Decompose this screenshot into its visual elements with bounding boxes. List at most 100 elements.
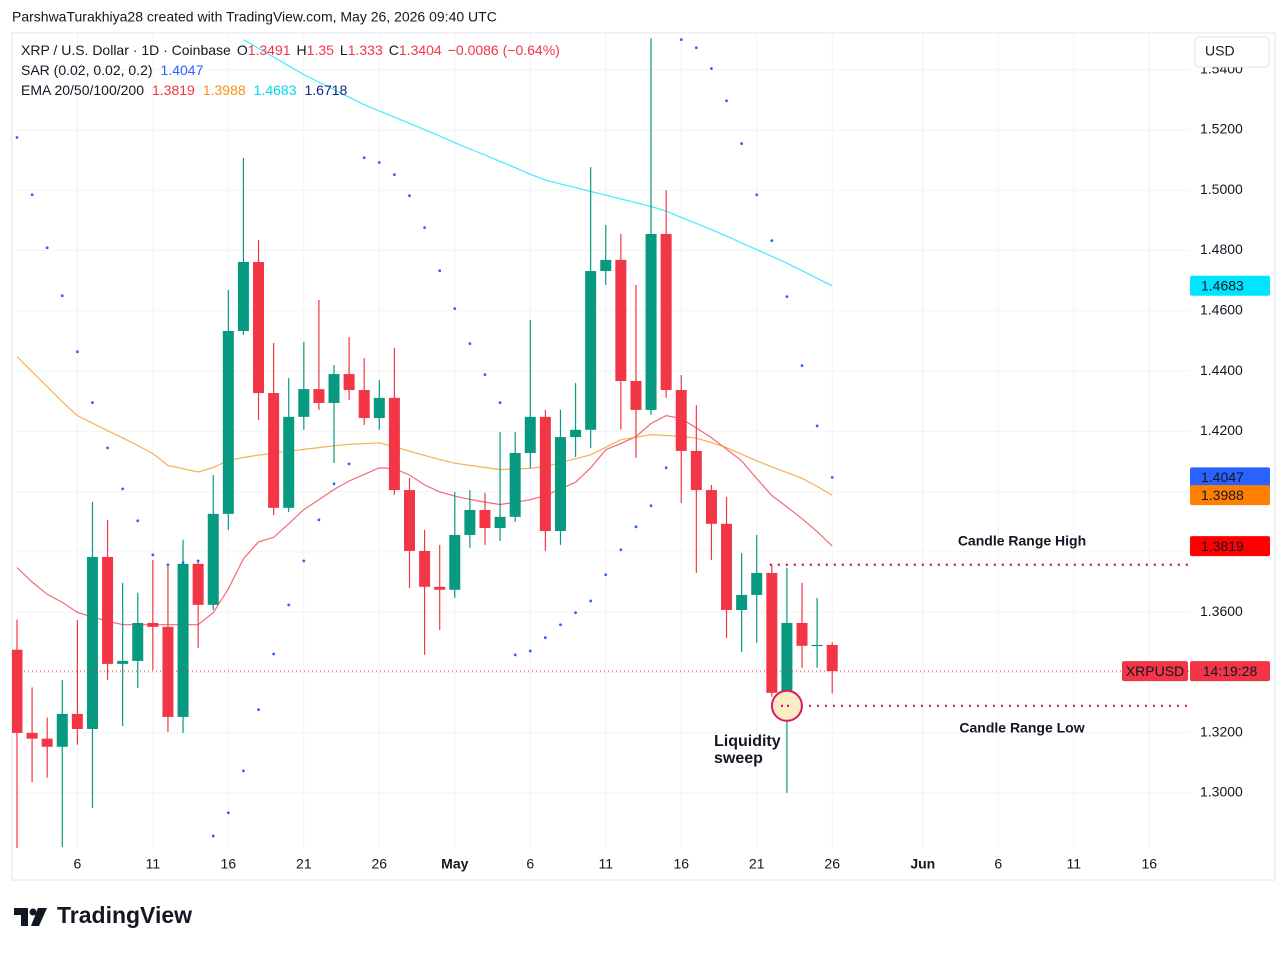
candle-body [403, 490, 415, 551]
sweep-label: sweep [714, 750, 763, 767]
x-tick-label: 6 [526, 856, 534, 872]
sar-dot [317, 518, 321, 522]
x-tick-label: 21 [296, 856, 312, 872]
sar-dot [332, 482, 336, 486]
sar-dot [528, 649, 532, 653]
x-tick-label: 26 [824, 856, 840, 872]
y-tick-label: 1.3600 [1200, 603, 1243, 619]
sar-dot [438, 269, 442, 273]
candle-body [570, 429, 582, 438]
candle-body [826, 644, 838, 672]
sar-dot [106, 446, 109, 450]
currency[interactable]: USD [1205, 43, 1235, 59]
countdown-tag [1190, 661, 1270, 682]
sweep-label: Liquidity [714, 733, 781, 750]
candle-body [630, 380, 642, 410]
candle-body [751, 572, 763, 595]
sar-dot [725, 99, 728, 103]
sar-dot [242, 769, 245, 773]
sar-dot [543, 636, 547, 640]
candle-body [585, 271, 597, 430]
sar-label: SAR (0.02, 0.02, 0.2) [21, 62, 153, 78]
frame [11, 32, 1276, 881]
title: XRP / U.S. Dollar · 1D · Coinbase [21, 42, 231, 58]
y-tick-label: 1.5000 [1200, 181, 1243, 197]
ohlc-value: 1.35 [307, 42, 334, 58]
candle-body [811, 644, 823, 647]
sar-dot [770, 239, 774, 242]
sar-dot [196, 559, 200, 563]
countdown-label: 14:19:28 [1203, 663, 1258, 679]
sar-dot [166, 563, 170, 567]
x-tick-label: 6 [994, 856, 1002, 872]
y-tick-label: 1.4400 [1200, 362, 1243, 378]
sar-dot [483, 373, 487, 377]
sar-dot [60, 294, 64, 298]
candle-body [464, 509, 476, 535]
sar-dot [75, 350, 79, 354]
candle-body [721, 523, 733, 610]
candle-body [539, 416, 551, 532]
candle-body [132, 622, 144, 661]
sar-dot [619, 548, 623, 552]
brand-logo [14, 908, 47, 926]
price-tag [1190, 485, 1270, 506]
price-tag-label: 1.3819 [1201, 538, 1244, 554]
sar-dot [287, 603, 291, 607]
sar-dot [815, 424, 819, 428]
x-tick-label: 6 [73, 856, 81, 872]
ohlc-value: 1.3491 [248, 42, 291, 58]
candle-body [690, 450, 702, 491]
candle-body [26, 732, 38, 739]
x-tick-label: 26 [372, 856, 388, 872]
sar-dot [589, 599, 593, 603]
sar-dot [136, 519, 140, 523]
price-tag [1190, 467, 1270, 488]
ohlc-letter: C [389, 42, 399, 58]
sar-dot [151, 553, 155, 557]
sar-dot [362, 156, 366, 160]
sar-dot [513, 653, 517, 657]
candle-body [675, 390, 687, 451]
price-tag [1190, 536, 1270, 557]
ema-value: 1.4683 [254, 82, 297, 98]
sar-dot [408, 194, 411, 198]
symbol-tag-label: XRPUSD [1126, 663, 1184, 679]
candle-body [419, 550, 431, 587]
candle-body [328, 374, 340, 403]
sar-dot [272, 652, 276, 656]
price-tag-label: 1.3988 [1201, 487, 1244, 503]
ema-line: EMA 20/50/100/200 1.3819 1.3988 1.4683 1.671… [21, 82, 348, 98]
sar-dot [15, 136, 19, 139]
candle-body [207, 513, 219, 605]
sar-dot [181, 561, 185, 565]
candle-body [554, 437, 566, 532]
ohlc-letter: L [340, 42, 348, 58]
y-tick-label: 1.3200 [1200, 723, 1243, 739]
range-label: Candle Range Low [959, 719, 1084, 735]
x-tick-label: 16 [1141, 856, 1157, 872]
candle-body [449, 534, 461, 590]
sar-dot [755, 193, 759, 197]
y-tick-label: 1.4800 [1200, 241, 1243, 257]
title-line: XRP / U.S. Dollar · 1D · Coinbase O1.3491… [21, 42, 560, 58]
candle-body [192, 563, 204, 605]
ema-value: 1.6718 [304, 82, 347, 98]
candle-body [660, 233, 672, 391]
ohlc-letter: O [237, 42, 248, 58]
candle-body [373, 397, 385, 419]
sar-dot [694, 46, 698, 50]
ohlc-value: 1.333 [348, 42, 383, 58]
sar-dot [211, 834, 215, 838]
ema-value: 1.3988 [203, 82, 246, 98]
x-tick-label: May [441, 856, 468, 872]
ema-value: 1.3819 [152, 82, 195, 98]
x-tick-label: 16 [221, 856, 237, 872]
sar-line: SAR (0.02, 0.02, 0.2) 1.4047 [21, 62, 204, 78]
currency-box[interactable] [1194, 36, 1270, 68]
x-tick-label: Jun [910, 856, 935, 872]
price-tag-label: 1.4683 [1201, 277, 1244, 293]
candle-body [86, 556, 98, 729]
sar-dot [604, 573, 608, 577]
